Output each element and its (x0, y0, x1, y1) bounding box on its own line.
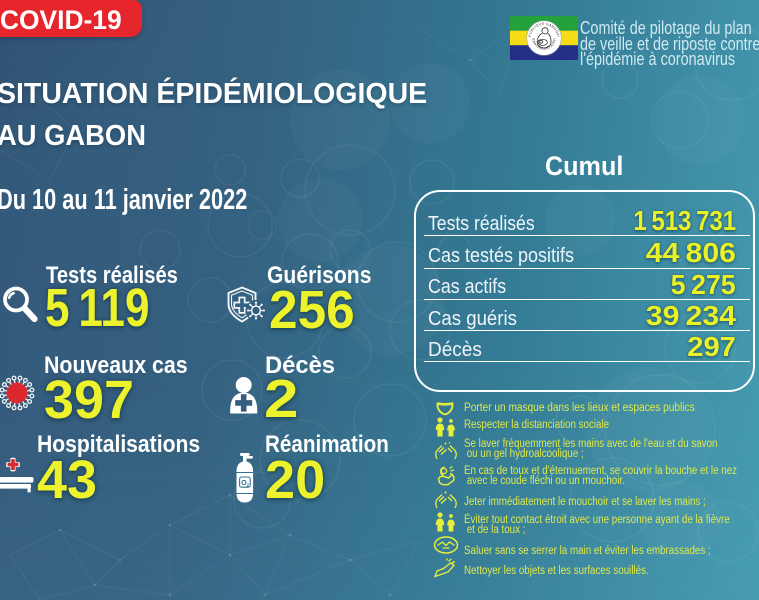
svg-text:2: 2 (247, 483, 250, 488)
svg-text:O: O (241, 478, 247, 487)
